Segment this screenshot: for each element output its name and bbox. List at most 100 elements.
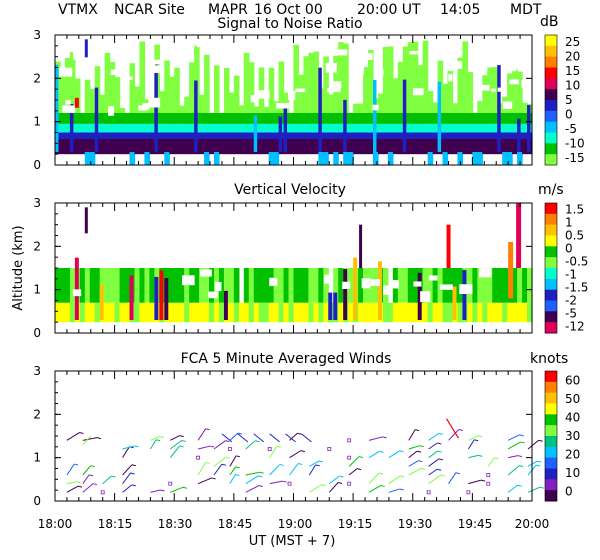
wind-barb [289, 450, 302, 459]
snr-cell [164, 132, 170, 139]
colorbar-swatch [545, 121, 557, 133]
snr-gap [295, 88, 306, 93]
wind-barb [428, 468, 438, 476]
wind-barb [448, 472, 457, 484]
vv-cell [258, 302, 265, 323]
colorbar-label: 20 [565, 50, 580, 64]
snr-cell [358, 113, 364, 124]
snr-gap [448, 74, 453, 82]
vv-units: m/s [538, 182, 564, 198]
snr-cell [447, 113, 454, 124]
snr-gap [154, 39, 165, 44]
snr-cell [338, 42, 344, 114]
snr-cell [308, 132, 314, 139]
wind-barb-flag [474, 439, 479, 442]
colorbar-swatch [545, 457, 557, 469]
snr-gap [502, 101, 513, 109]
wind-barb-flag [536, 464, 541, 467]
wind-barb [66, 481, 77, 485]
vv-cell [174, 302, 180, 323]
snr-cell [412, 132, 419, 139]
wind-barb-flag [315, 464, 320, 467]
vv-streak [223, 290, 228, 320]
vv-cell [59, 268, 66, 303]
snr-gap [107, 106, 115, 116]
snr-cell [452, 139, 459, 155]
snr-cell [64, 123, 71, 133]
snr-cell [174, 113, 180, 124]
snr-cell [84, 123, 91, 133]
snr-cell [184, 139, 190, 155]
snr-cell [104, 52, 111, 113]
colorbar-label: 5 [565, 93, 573, 107]
colorbar-swatch [545, 100, 557, 112]
wind-barb-flag [74, 463, 79, 466]
snr-cell [507, 123, 513, 133]
wind-calm-marker [196, 455, 201, 460]
snr-cell [268, 113, 275, 124]
snr-gap [362, 53, 373, 61]
vv-cell [308, 268, 314, 303]
vv-cell [313, 302, 319, 323]
vv-cell [263, 302, 270, 323]
snr-streak [318, 67, 322, 152]
wind-barb-flag [458, 429, 463, 432]
vv-cell [119, 268, 126, 303]
snr-cell [169, 123, 175, 133]
snr-cell [149, 123, 155, 133]
snr-cell [218, 123, 225, 133]
snr-cell [303, 123, 310, 133]
wind-barb [66, 485, 79, 493]
snr-cell [209, 132, 215, 139]
snr-cell [422, 40, 429, 113]
wind-barb [428, 458, 440, 467]
snr-cell [169, 139, 175, 155]
wind-barb [169, 445, 180, 458]
vv-cell [293, 302, 300, 323]
snr-streak [84, 39, 88, 58]
wind-barb-flag [79, 432, 84, 435]
snr-cell [382, 132, 389, 139]
snr-gap [480, 84, 490, 91]
snr-cell [149, 132, 155, 139]
vv-cell [502, 302, 508, 323]
wind-barb [122, 472, 131, 484]
snr-cell [333, 139, 339, 155]
snr-cell [467, 123, 473, 133]
wind-barb [408, 467, 422, 476]
snr-cell [129, 152, 136, 165]
vv-cell [373, 302, 379, 323]
colorbar-swatch [545, 78, 557, 90]
snr-cell [74, 113, 81, 124]
snr-cell [348, 123, 354, 133]
snr-cell [432, 123, 439, 133]
wind-barb-flag [438, 433, 443, 436]
snr-gap [73, 51, 79, 60]
snr-cell [84, 132, 91, 139]
vv-gap [72, 289, 82, 297]
colorbar-swatch [545, 268, 557, 280]
snr-cell [84, 113, 91, 124]
snr-cell [199, 113, 205, 124]
vv-gap [208, 291, 218, 299]
snr-cell [169, 76, 175, 113]
wind-barb [102, 475, 112, 485]
header-site: NCAR Site [114, 2, 185, 18]
wind-barb [408, 445, 420, 450]
wind-barb [348, 468, 358, 476]
snr-cell [457, 139, 464, 155]
snr-cell [328, 113, 334, 124]
wind-barb-flag [379, 450, 384, 453]
snr-cell [258, 139, 265, 155]
snr-cell [74, 97, 79, 108]
vv-cell [149, 302, 155, 323]
vv-cell [492, 268, 498, 303]
snr-cell [422, 123, 429, 133]
snr-cell [447, 123, 454, 133]
wind-calm-marker [287, 481, 292, 486]
snr-cell [348, 152, 354, 165]
snr-cell [144, 139, 151, 155]
snr-cell [293, 113, 300, 124]
snr-cell [392, 123, 399, 133]
vv-cell [189, 302, 195, 323]
